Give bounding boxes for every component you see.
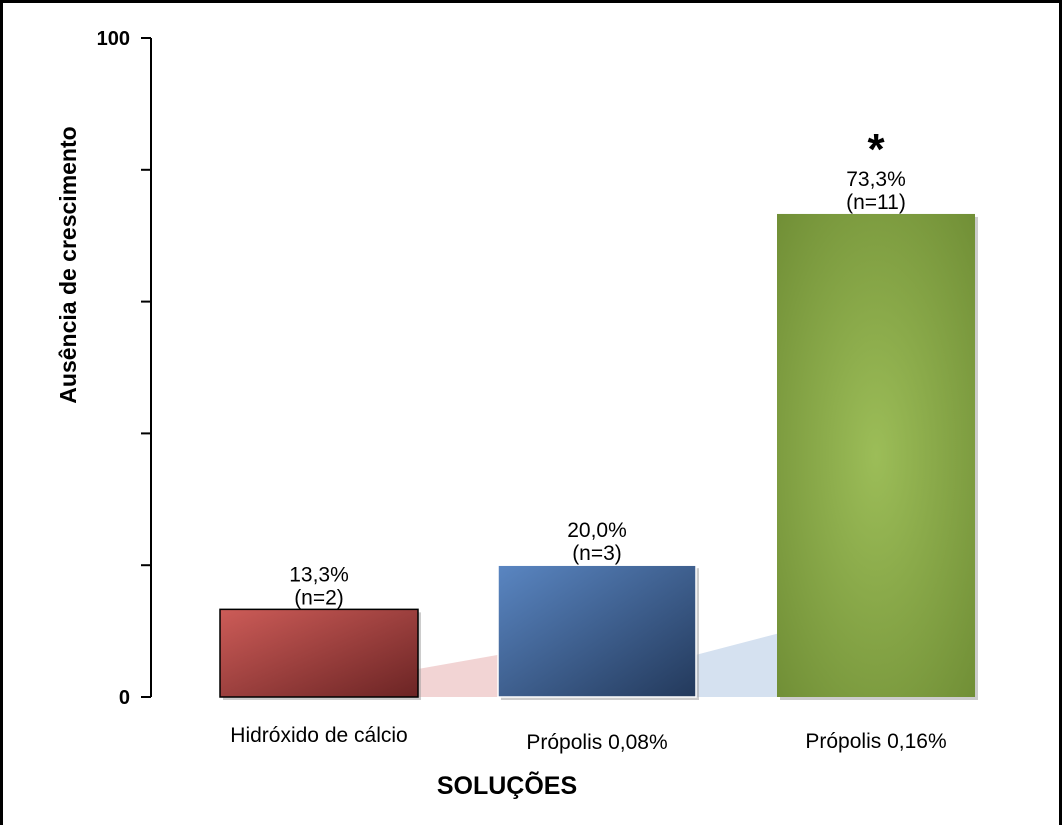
x-tick-labels: Hidróxido de cálcio Própolis 0,08% Própoli… — [230, 724, 946, 754]
bar-value-label: 20,0% — [567, 519, 627, 542]
x-tick-label: Própolis 0,08% — [526, 731, 667, 754]
bar-2 — [497, 564, 697, 698]
bar-labels: 13,3%(n=2) 20,0%(n=3) 73,3%(n=11) * — [289, 125, 906, 609]
x-axis-title: SOLUÇÕES — [437, 770, 577, 800]
bar-n-label: (n=11) — [846, 191, 906, 214]
bar-value-label: 73,3% — [846, 168, 906, 191]
y-axis-title: Ausência de crescimento — [55, 126, 81, 403]
bar-connector — [696, 633, 777, 697]
bar-n-label: (n=2) — [294, 586, 344, 609]
y-tick-label: 100 — [97, 28, 130, 50]
x-tick-label: Própolis 0,16% — [805, 730, 946, 753]
significance-asterisk: * — [867, 125, 885, 174]
bar-3 — [777, 213, 975, 697]
bars-group — [219, 213, 978, 700]
bar-n-label: (n=3) — [572, 542, 622, 565]
y-ticks: 0 100 — [97, 28, 151, 709]
bar-1 — [219, 608, 419, 698]
bar-connectors — [418, 633, 777, 697]
x-tick-label: Hidróxido de cálcio — [230, 724, 407, 747]
bar-connector — [418, 654, 498, 697]
y-tick-label: 0 — [119, 687, 130, 709]
bar-value-label: 13,3% — [289, 563, 349, 586]
